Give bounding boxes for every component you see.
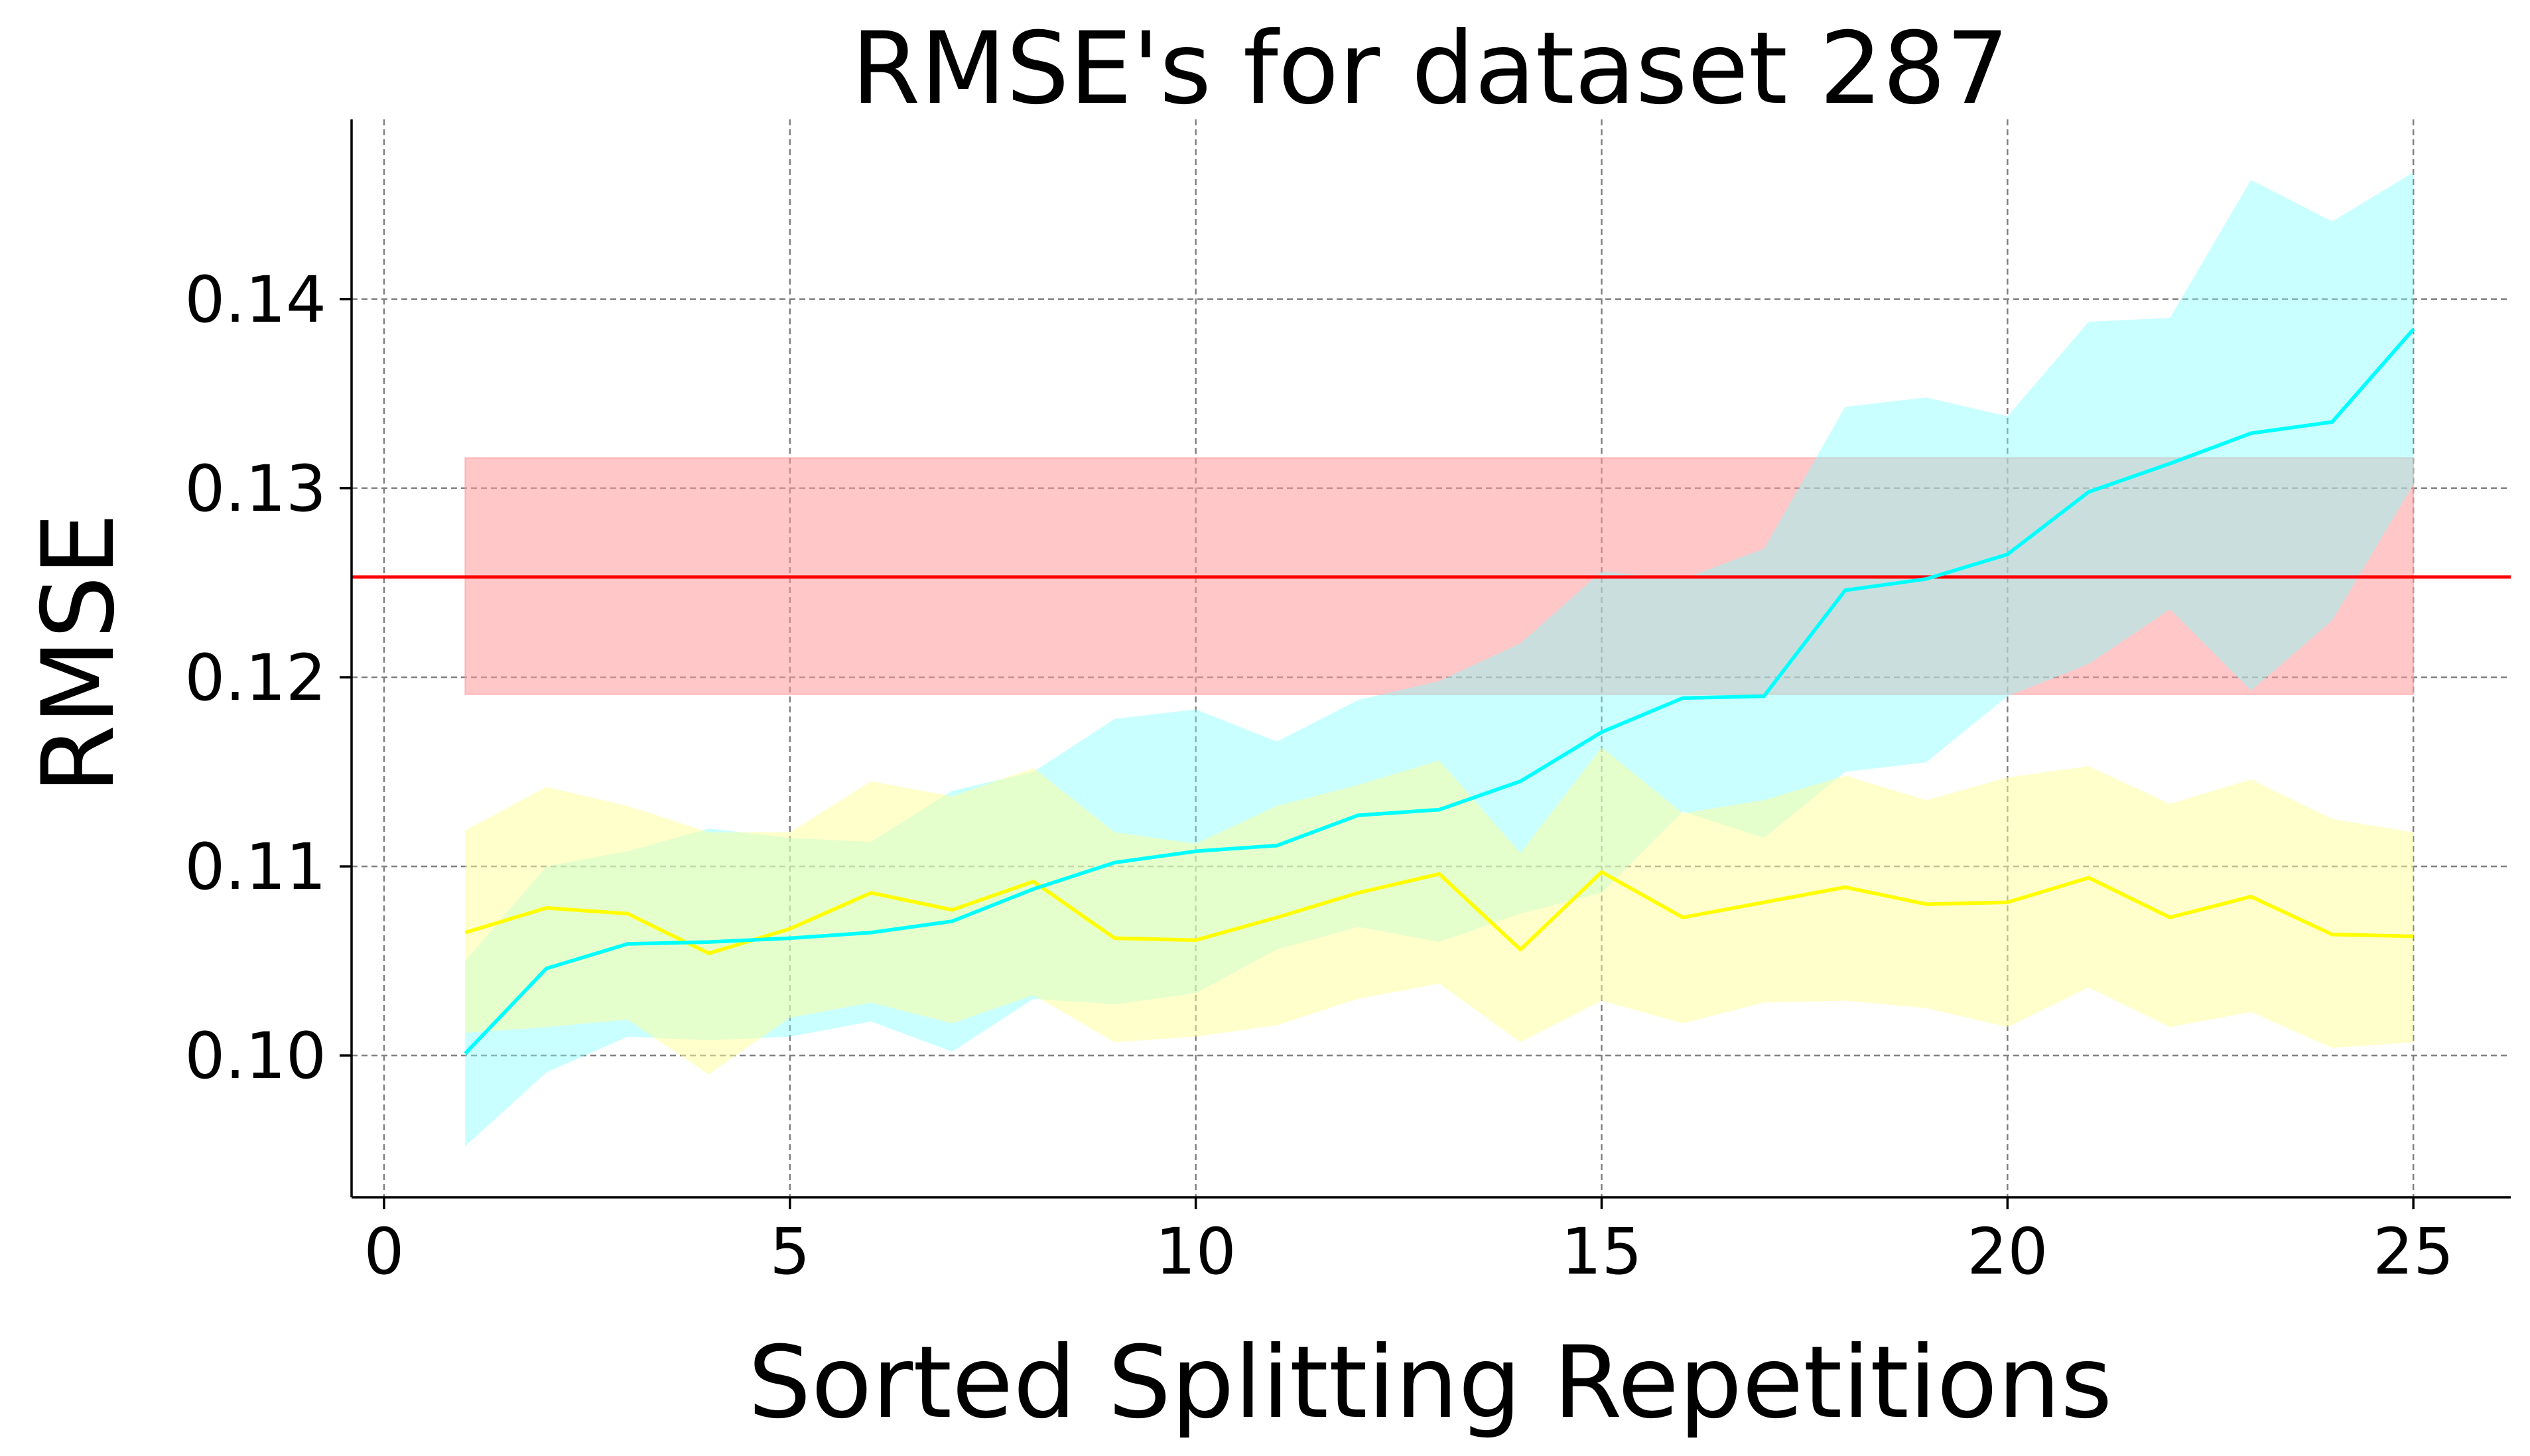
chart-title: RMSE's for dataset 287	[851, 11, 2009, 127]
cyan-series-line	[464, 328, 2415, 1055]
x-tick-label: 20	[1967, 1215, 2048, 1289]
y-tick-label: 0.11	[184, 830, 326, 904]
series-lines	[352, 328, 2511, 1055]
x-tick-label: 10	[1156, 1215, 1236, 1289]
y-tick-label: 0.14	[184, 263, 326, 337]
x-axis-label: Sorted Splitting Repetitions	[748, 1325, 2113, 1441]
y-axis-label: RMSE	[21, 513, 137, 794]
yellow-series-line	[464, 870, 2414, 955]
y-tick-label: 0.10	[184, 1019, 326, 1093]
confidence-bands	[464, 172, 2415, 1146]
yellow-series-band	[465, 747, 2414, 1075]
x-tick-label: 0	[364, 1215, 404, 1289]
y-tick-label: 0.13	[184, 452, 326, 526]
x-tick-label: 5	[769, 1215, 810, 1289]
x-tick-label: 15	[1561, 1215, 1642, 1289]
x-tick-label: 25	[2373, 1215, 2454, 1289]
y-tick-label: 0.12	[184, 641, 326, 715]
ticks: 0 5 10 15 20 25 0.10 0.11 0.12 0.13 0.14	[184, 263, 2454, 1289]
